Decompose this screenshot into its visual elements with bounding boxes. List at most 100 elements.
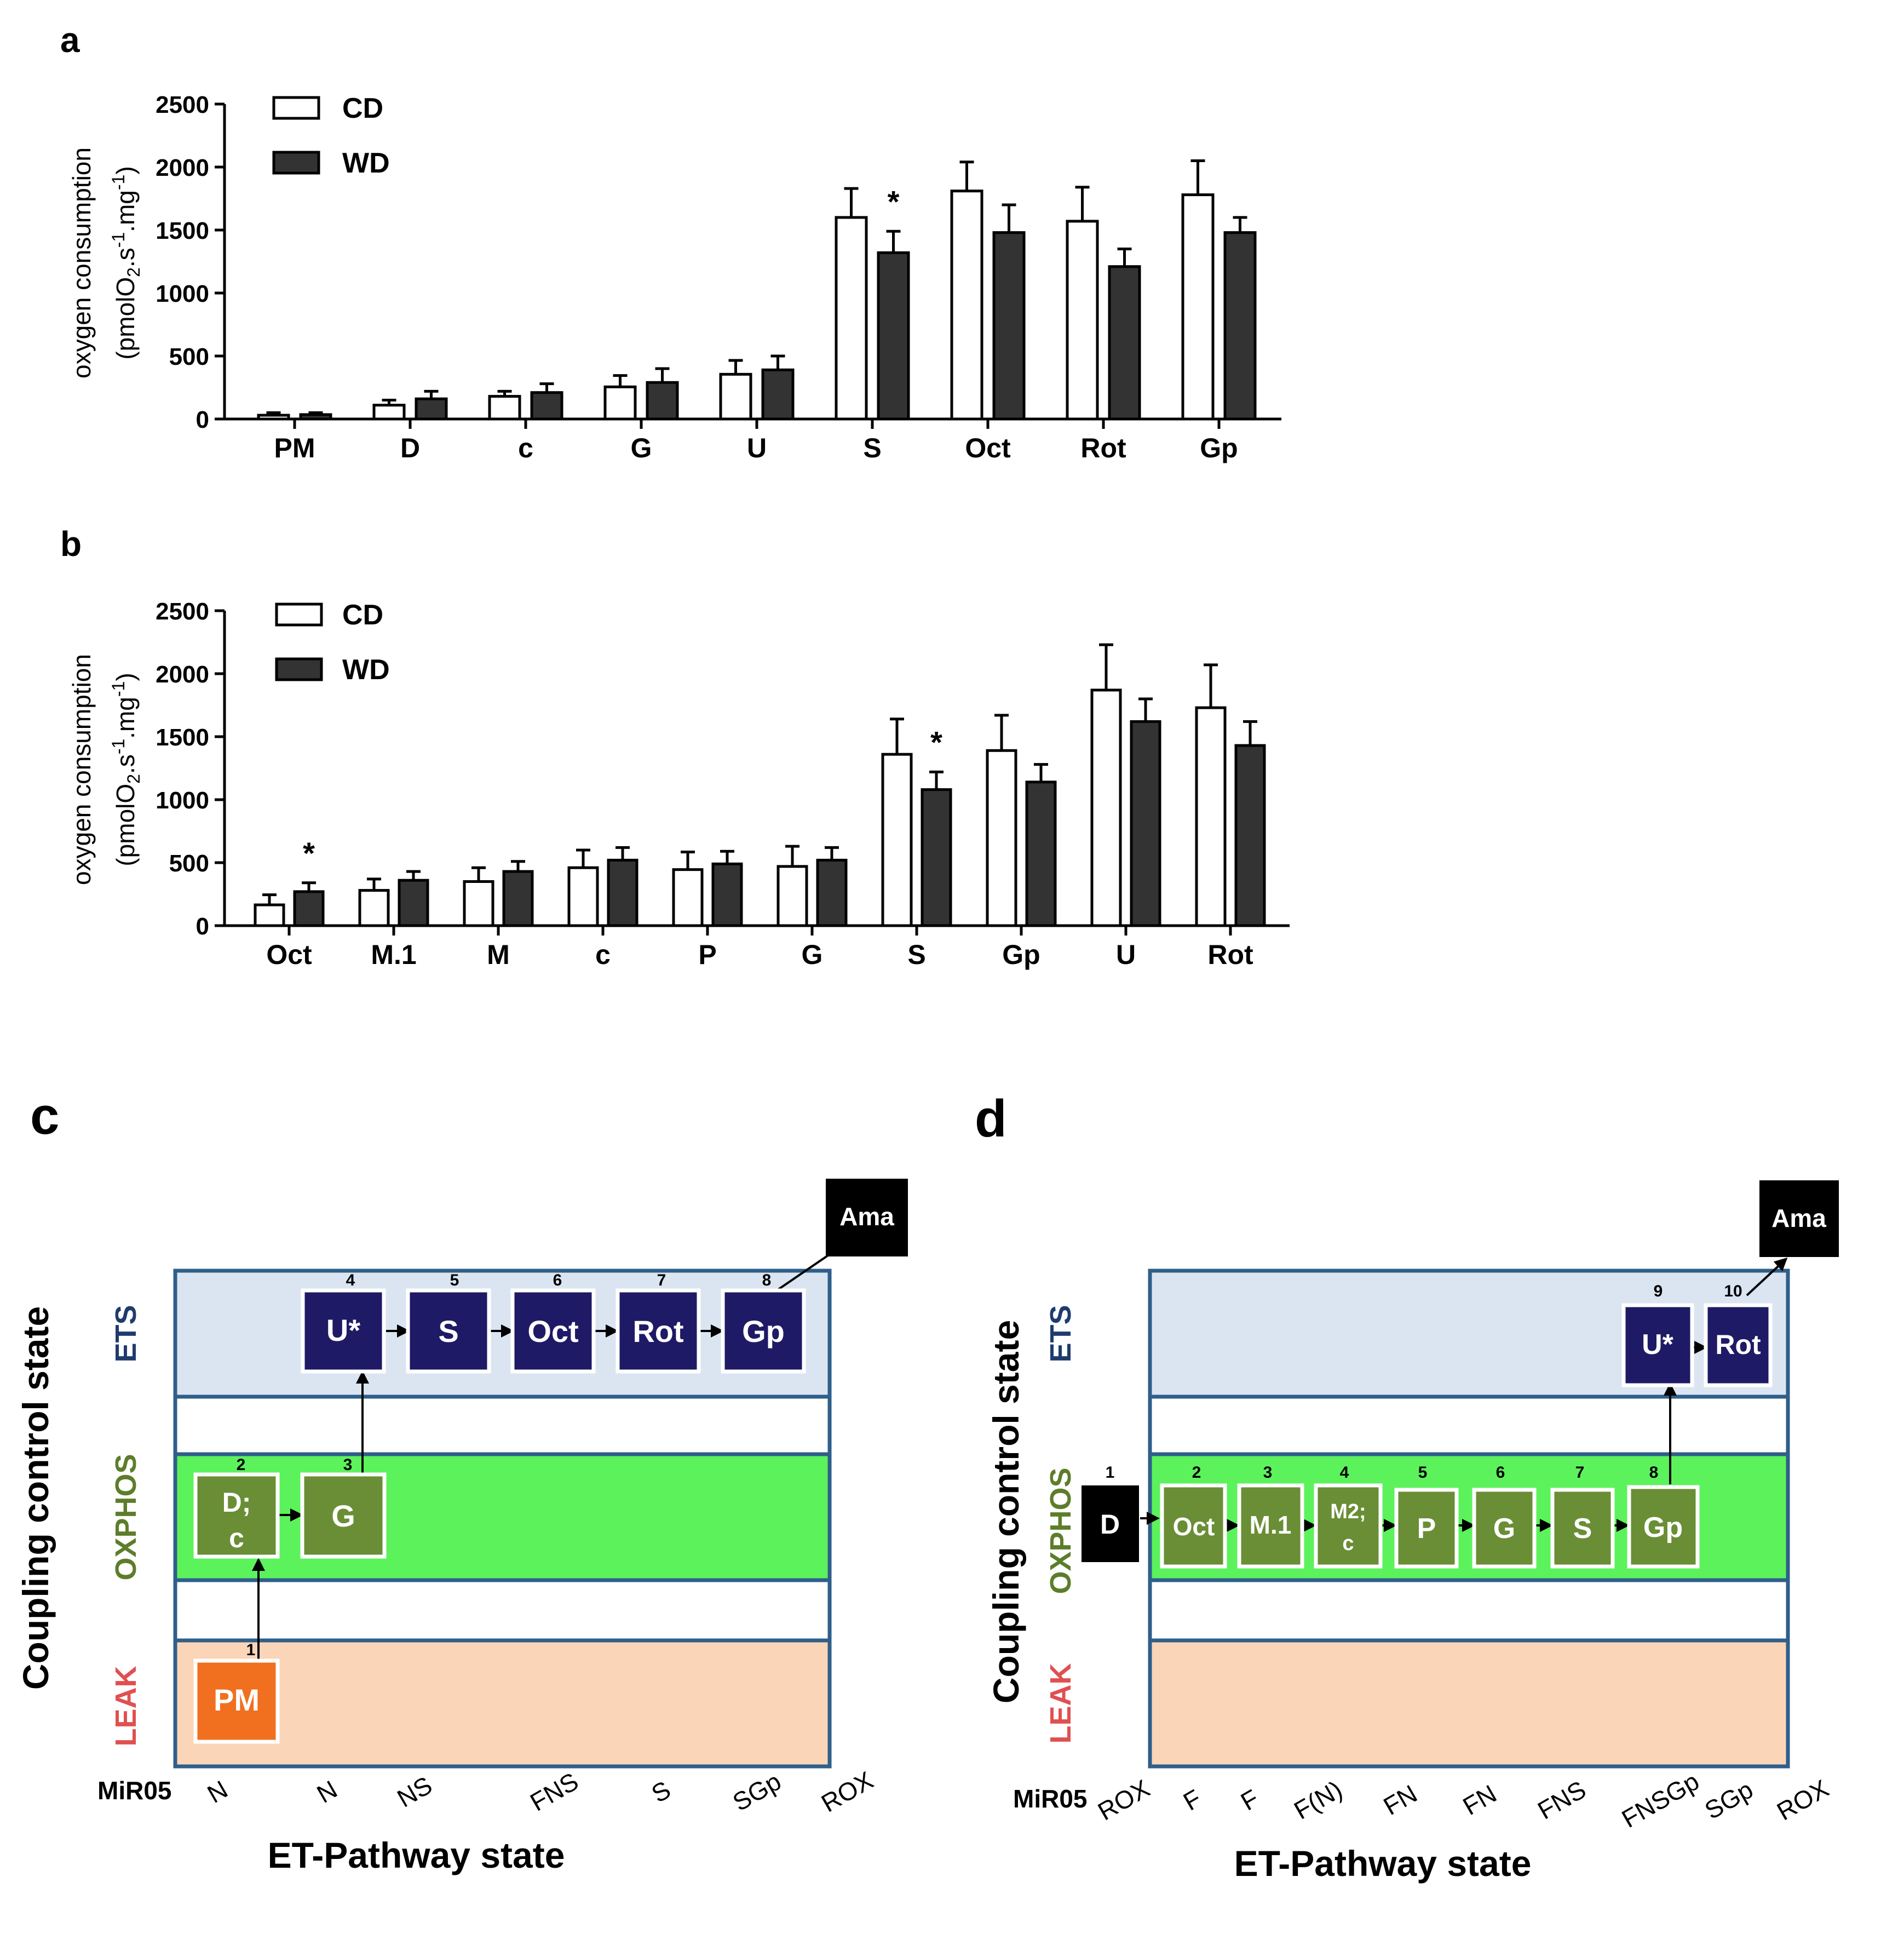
step-number: 6 — [553, 1271, 562, 1289]
step-label: G — [331, 1499, 355, 1533]
bar-cd-c — [567, 866, 599, 927]
step-box-gp: Gp 8 — [1627, 1464, 1700, 1569]
step-label: P — [1417, 1513, 1436, 1545]
bar-cd-s — [835, 216, 868, 421]
et-pathway-state-label: N — [203, 1775, 233, 1809]
x-tick-label: c — [518, 433, 533, 463]
step-number: 2 — [237, 1456, 246, 1474]
step-box-s: S 5 — [406, 1271, 491, 1374]
step-box-g: G 6 — [1472, 1464, 1537, 1569]
x-tick-label: D — [400, 433, 420, 463]
et-pathway-state-label: F — [1178, 1784, 1206, 1816]
step-box-u: U* 9 — [1621, 1282, 1694, 1387]
step-box-oct: Oct 6 — [510, 1271, 596, 1374]
step-label: Rot — [1715, 1329, 1761, 1360]
bar-cd-c — [488, 395, 521, 421]
bar-cd-d — [372, 404, 406, 421]
step-box-oct: Oct 2 — [1160, 1464, 1227, 1569]
step-label: S — [438, 1314, 458, 1348]
step-label: Gp — [742, 1314, 785, 1348]
step-number: 4 — [346, 1271, 355, 1289]
step-label: PM — [214, 1683, 260, 1717]
legend-label-wd: WD — [342, 147, 390, 179]
x-tick-label: G — [631, 433, 652, 463]
bar-cd-g — [776, 865, 808, 927]
bar-wd-oct — [293, 890, 325, 927]
diagram-c-x-title: ET-Pathway state — [268, 1835, 565, 1875]
step-number: 2 — [1192, 1464, 1201, 1482]
diagram-d-ets-label: ETS — [1044, 1305, 1077, 1362]
x-tick-label: S — [907, 939, 925, 970]
y-tick-label: 500 — [169, 850, 209, 877]
x-tick-label: Gp — [1200, 433, 1238, 463]
bar-wd-m1 — [398, 879, 429, 927]
step-number: 8 — [762, 1271, 772, 1289]
step-label: Rot — [632, 1314, 683, 1348]
step-label: S — [1573, 1513, 1592, 1545]
bar-wd-u — [1130, 720, 1161, 927]
et-pathway-state-label: FN — [1378, 1779, 1422, 1821]
step-label: U* — [1642, 1329, 1674, 1361]
x-tick-label: P — [698, 939, 716, 970]
panel-label-c: c — [30, 1087, 59, 1145]
x-tick-label: Rot — [1207, 939, 1253, 970]
chart-b-legend: CD WD — [275, 599, 390, 686]
et-pathway-state-label: SGp — [728, 1767, 786, 1817]
panel-label-a: a — [60, 20, 80, 60]
bar-cd-u — [1090, 688, 1122, 927]
et-pathway-state-label: N — [312, 1775, 342, 1809]
step-label: G — [1493, 1513, 1515, 1545]
et-pathway-state-label: NS — [392, 1771, 436, 1813]
step-number: 10 — [1724, 1282, 1742, 1300]
diagram-c: ETS OXPHOS LEAK Coupling control state P… — [15, 1179, 908, 1875]
et-pathway-state-label: FN — [1458, 1779, 1501, 1821]
significance-marker: * — [303, 836, 315, 870]
step-label: Gp — [1643, 1512, 1683, 1543]
bar-cd-u — [719, 372, 752, 421]
bar-wd-rot — [1234, 744, 1266, 927]
legend-label-wd: WD — [342, 654, 390, 686]
legend-swatch-cd — [275, 602, 323, 627]
step-box-d-c: D; c 2 — [193, 1456, 280, 1559]
step-box-g: G 3 — [300, 1456, 387, 1559]
bar-wd-s — [921, 788, 952, 927]
step-box-p: P 5 — [1394, 1464, 1459, 1569]
step-label: M2; — [1330, 1500, 1366, 1523]
diagram-d-gap-2 — [1148, 1578, 1790, 1643]
bar-wd-s — [877, 251, 910, 421]
step-label: M.1 — [1250, 1511, 1292, 1539]
diagram-c-gap-2 — [173, 1578, 832, 1643]
bar-cd-rot — [1195, 706, 1227, 927]
bar-wd-rot — [1108, 265, 1141, 421]
x-tick-label: U — [1116, 939, 1136, 970]
final-label: Ama — [839, 1202, 894, 1231]
bar-cd-m1 — [358, 889, 390, 927]
diagram-d-oxphos-label: OXPHOS — [1044, 1467, 1077, 1594]
step-box-gp: Gp 8 — [721, 1271, 806, 1374]
step-box-u: U* 4 — [301, 1271, 386, 1374]
et-pathway-state-label: S — [647, 1775, 676, 1808]
x-tick-label: U — [747, 433, 767, 463]
step-number: 8 — [1649, 1464, 1659, 1482]
diagram-c-oxphos-band — [173, 1452, 832, 1582]
x-tick-label: M.1 — [371, 939, 416, 970]
step-label: c — [1342, 1532, 1354, 1555]
bar-wd-g — [646, 381, 679, 421]
step-box-m1: M.1 3 — [1237, 1464, 1304, 1569]
step-number: 3 — [343, 1456, 353, 1474]
step-number: 7 — [1575, 1464, 1585, 1482]
bar-wd-g — [816, 858, 848, 927]
chart-a-ylabel-line1: oxygen consumption — [67, 147, 96, 378]
x-tick-label: c — [595, 939, 611, 970]
bar-cd-oct — [950, 190, 983, 421]
et-pathway-state-label: FNS — [1533, 1775, 1591, 1825]
diagram-d: ETS OXPHOS LEAK Coupling control state D… — [986, 1180, 1839, 1884]
final-box-ama: Ama — [1759, 1180, 1839, 1257]
bar-cd-gp — [1181, 193, 1215, 421]
step-box-s: S 7 — [1550, 1464, 1615, 1569]
arrow-10-ama — [1746, 1257, 1788, 1296]
bar-wd-gp — [1223, 231, 1257, 421]
y-tick-label: 0 — [196, 913, 209, 940]
x-tick-label: Rot — [1080, 433, 1126, 463]
